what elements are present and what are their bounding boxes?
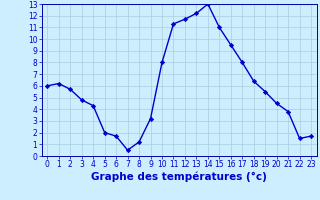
X-axis label: Graphe des températures (°c): Graphe des températures (°c) bbox=[91, 172, 267, 182]
